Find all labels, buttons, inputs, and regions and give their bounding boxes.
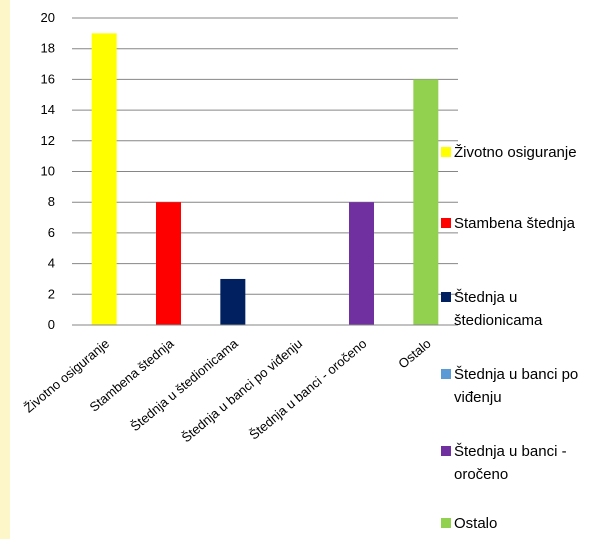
y-tick-label: 0	[48, 317, 55, 332]
bar	[91, 33, 117, 325]
bar	[413, 79, 439, 326]
y-tick-label: 6	[48, 225, 55, 240]
gridlines	[72, 17, 458, 295]
bar	[156, 202, 181, 325]
bars	[91, 33, 439, 326]
y-tick-label: 18	[41, 41, 55, 56]
legend-label: Štednja u banci -	[454, 443, 567, 460]
legend-label: štedionicama	[454, 312, 543, 329]
y-tick-label: 8	[48, 194, 55, 209]
x-category-label: Štednja u banci po viđenju	[179, 336, 305, 446]
y-tick-label: 16	[41, 71, 55, 86]
bar	[349, 202, 374, 325]
y-axis-tick-labels: 0 2 4 6 8 10 12 14 16 18 20	[41, 10, 55, 332]
legend-swatch	[441, 218, 451, 228]
left-margin-strip	[0, 0, 10, 539]
y-tick-label: 4	[48, 256, 55, 271]
legend-label: Životno osiguranje	[454, 144, 577, 161]
x-category-label: Štednja u štedionicama	[128, 335, 242, 434]
legend-label: oročeno	[454, 466, 508, 483]
y-tick-label: 10	[41, 164, 55, 179]
y-tick-label: 14	[41, 102, 55, 117]
legend-swatch	[441, 369, 451, 379]
legend-swatch	[441, 292, 451, 302]
x-category-label: Ostalo	[395, 336, 433, 372]
legend: Životno osiguranje Stambena štednja Štednj…	[441, 144, 578, 532]
y-tick-label: 12	[41, 133, 55, 148]
legend-label: Stambena štednja	[454, 215, 576, 232]
legend-swatch	[441, 518, 451, 528]
legend-swatch	[441, 446, 451, 456]
y-tick-label: 20	[41, 10, 55, 25]
legend-swatch	[441, 147, 451, 157]
legend-label: Štednja u banci po	[454, 366, 578, 383]
legend-label: Ostalo	[454, 515, 497, 532]
y-tick-label: 2	[48, 286, 55, 301]
x-category-label: Štednja u banci - oročeno	[246, 336, 369, 443]
legend-label: Štednja u	[454, 289, 517, 306]
legend-label: viđenju	[454, 389, 502, 406]
bar	[220, 278, 246, 325]
